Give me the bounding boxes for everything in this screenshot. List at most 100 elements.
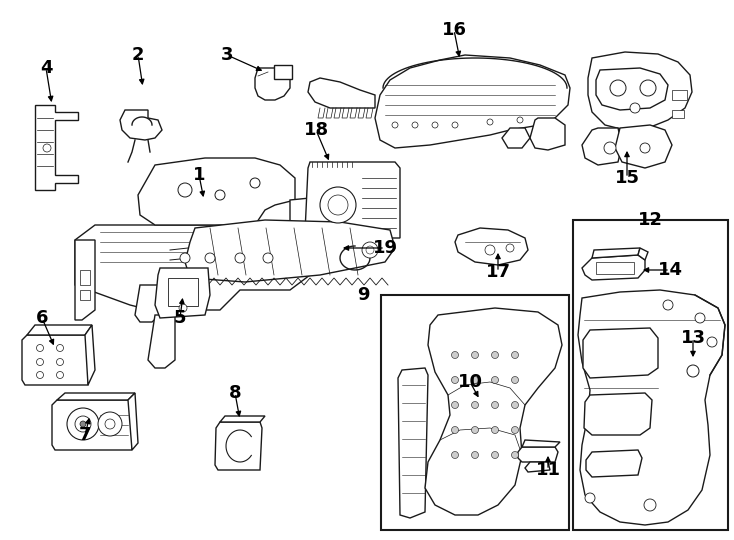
Circle shape	[512, 427, 518, 434]
Circle shape	[366, 246, 374, 254]
Bar	[573, 220, 728, 530]
Bar	[672, 110, 684, 118]
Text: 17: 17	[485, 263, 511, 281]
Circle shape	[105, 419, 115, 429]
Polygon shape	[255, 68, 290, 100]
Polygon shape	[22, 335, 90, 385]
Polygon shape	[455, 228, 528, 265]
Circle shape	[432, 122, 438, 128]
Polygon shape	[185, 220, 395, 282]
Polygon shape	[596, 68, 668, 110]
Circle shape	[57, 372, 64, 379]
Circle shape	[57, 345, 64, 352]
Circle shape	[178, 183, 192, 197]
Text: 19: 19	[372, 239, 398, 257]
Circle shape	[180, 253, 190, 263]
Bar	[381, 295, 569, 530]
Polygon shape	[128, 393, 138, 450]
Circle shape	[640, 143, 650, 153]
Bar	[80, 290, 90, 300]
Polygon shape	[308, 78, 375, 108]
Bar	[672, 90, 687, 100]
Polygon shape	[582, 255, 645, 280]
Polygon shape	[518, 447, 558, 462]
Circle shape	[205, 253, 215, 263]
Circle shape	[640, 80, 656, 96]
Circle shape	[471, 352, 479, 359]
Text: 4: 4	[40, 59, 52, 77]
Text: 3: 3	[221, 46, 233, 64]
Polygon shape	[52, 400, 132, 450]
Polygon shape	[588, 52, 692, 130]
Circle shape	[471, 427, 479, 434]
Circle shape	[362, 242, 378, 258]
Circle shape	[492, 376, 498, 383]
Polygon shape	[502, 128, 530, 148]
Circle shape	[687, 365, 699, 377]
Circle shape	[328, 195, 348, 215]
Text: 2: 2	[131, 46, 145, 64]
Bar	[168, 278, 198, 306]
Text: 18: 18	[303, 121, 329, 139]
Circle shape	[250, 178, 260, 188]
Circle shape	[451, 427, 459, 434]
Polygon shape	[522, 440, 560, 447]
Bar	[80, 270, 90, 285]
Polygon shape	[578, 290, 725, 525]
Circle shape	[80, 421, 86, 427]
Polygon shape	[290, 195, 375, 228]
Text: 10: 10	[457, 373, 482, 391]
Circle shape	[75, 416, 91, 432]
Text: 13: 13	[680, 329, 705, 347]
Polygon shape	[220, 416, 265, 422]
Text: 16: 16	[441, 21, 467, 39]
Circle shape	[610, 80, 626, 96]
Polygon shape	[75, 240, 95, 320]
Polygon shape	[75, 225, 365, 310]
Polygon shape	[583, 328, 658, 378]
Text: 15: 15	[614, 169, 639, 187]
Polygon shape	[530, 118, 565, 150]
Circle shape	[235, 253, 245, 263]
Polygon shape	[525, 462, 550, 472]
Circle shape	[392, 122, 398, 128]
Circle shape	[471, 451, 479, 458]
Circle shape	[471, 402, 479, 408]
Circle shape	[37, 359, 43, 366]
Polygon shape	[678, 360, 705, 382]
Circle shape	[215, 190, 225, 200]
Circle shape	[512, 451, 518, 458]
Polygon shape	[155, 268, 210, 318]
Text: 12: 12	[638, 211, 663, 229]
Circle shape	[412, 122, 418, 128]
Circle shape	[644, 499, 656, 511]
Polygon shape	[586, 450, 642, 477]
Circle shape	[37, 372, 43, 379]
Polygon shape	[638, 248, 648, 260]
Circle shape	[452, 122, 458, 128]
Text: 9: 9	[357, 286, 370, 304]
Polygon shape	[148, 315, 175, 368]
Polygon shape	[425, 308, 562, 515]
Circle shape	[67, 408, 99, 440]
Circle shape	[320, 187, 356, 223]
Circle shape	[451, 402, 459, 408]
Circle shape	[604, 142, 616, 154]
Circle shape	[179, 304, 187, 312]
Circle shape	[492, 427, 498, 434]
Circle shape	[43, 144, 51, 152]
Polygon shape	[120, 110, 162, 140]
Circle shape	[512, 352, 518, 359]
Circle shape	[630, 103, 640, 113]
Polygon shape	[592, 248, 640, 258]
Circle shape	[492, 451, 498, 458]
Circle shape	[487, 119, 493, 125]
Polygon shape	[582, 128, 622, 165]
Circle shape	[451, 451, 459, 458]
Circle shape	[512, 376, 518, 383]
Text: 14: 14	[658, 261, 683, 279]
Circle shape	[98, 412, 122, 436]
Text: 8: 8	[229, 384, 241, 402]
Text: 5: 5	[174, 309, 186, 327]
Polygon shape	[615, 125, 672, 168]
